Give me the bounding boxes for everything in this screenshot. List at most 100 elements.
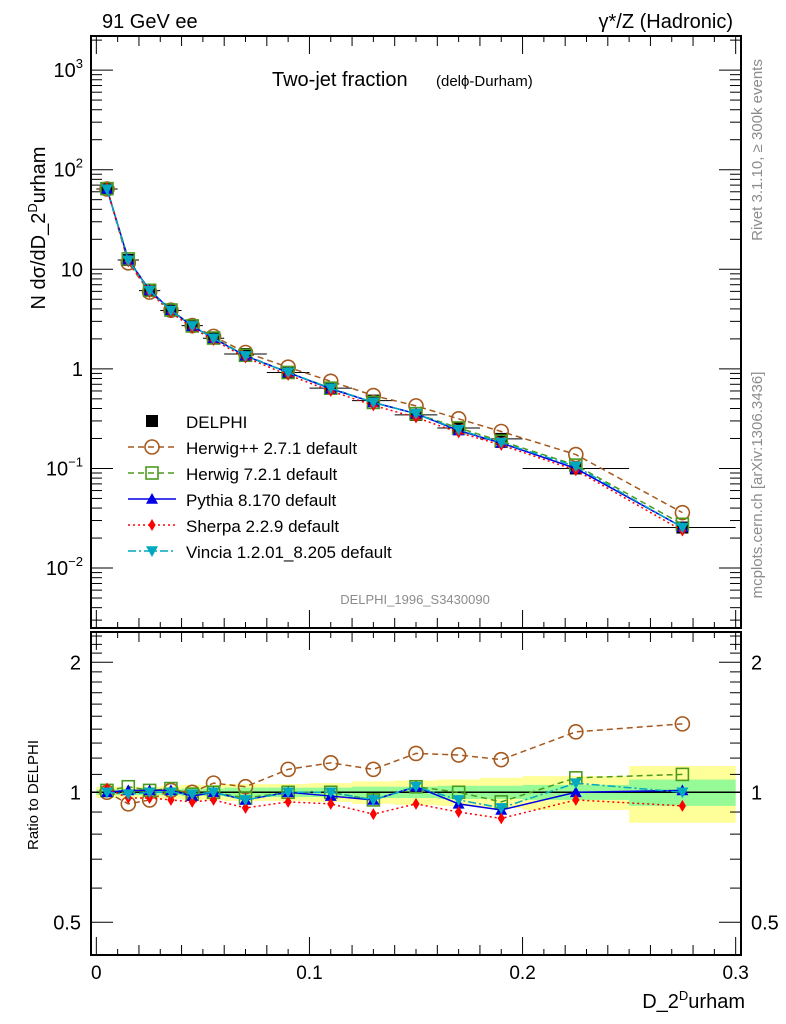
marker-triangle-down [164,787,177,799]
ratio-panel-series [99,716,691,825]
marker-diamond [327,797,335,810]
rivet-label: Rivet 3.1.10, ≥ 300k events [749,59,766,241]
marker-triangle-down [143,285,156,297]
legend-label: DELPHI [186,413,247,432]
axes: 0 0.1 0.2 0.3 10−2 10−1 1 10 102 103 0.5 0.5 1 1 2 2 [46,35,779,984]
marker-triangle-down [452,424,465,436]
marker-triangle-down [100,184,113,196]
y-tick-label: 1 [72,359,83,381]
ratio-series-vincia-1-2-01-8-205-default [100,778,689,814]
marker-open-circle [568,446,584,463]
plot-title-sub: (delϕ-Durham) [436,73,533,90]
marker-open-circle [365,761,382,778]
marker-diamond [148,519,156,531]
marker-triangle-down [367,795,380,806]
x-tick-label: 0.2 [509,963,535,984]
marker-open-circle [493,751,510,768]
y-axis-label-ratio: Ratio to DELPHI [25,740,42,850]
analysis-watermark: DELPHI_1996_S3430090 [340,592,490,607]
xlabel-part2: urham [688,991,745,1013]
marker-triangle-down [676,522,689,534]
marker-triangle-down [282,367,295,379]
y-tick-label: 10 [61,259,83,281]
ratio-y-tick-label: 2 [70,652,81,674]
marker-diamond [572,793,580,806]
ylabel-part1: N dσ/dD_2 [28,213,50,310]
marker-triangle-down [367,397,380,409]
legend-label: Vincia 1.2.01_8.205 default [186,543,392,562]
marker-diamond [455,806,463,819]
svg-text:N dσ/dD_2Durham: N dσ/dD_2Durham [25,147,50,310]
main-panel-series [96,181,736,537]
marker-triangle-down [239,351,252,362]
marker-triangle-down [282,787,295,799]
marker-open-circle [144,439,160,455]
marker-triangle-up [146,493,158,504]
marker-triangle-down [186,789,199,801]
marker-triangle-up [569,786,582,798]
marker-diamond [209,793,218,806]
marker-open-circle [408,745,424,762]
marker-open-square [675,767,690,782]
header-left: 91 GeV ee [102,11,198,33]
marker-triangle-down [122,789,135,801]
marker-triangle-down [324,787,337,799]
marker-triangle-down [143,787,156,799]
marker-triangle-down [164,305,177,317]
marker-open-circle [237,778,254,795]
xlabel-sup: D [679,988,688,1003]
marker-diamond [412,797,420,810]
marker-triangle-down [324,383,337,395]
legend: DELPHI Herwig++ 2.7.1 default Herwig 7.2.1… [128,413,392,562]
marker-open-circle [450,747,467,763]
y-axis-label-main: N dσ/dD_2Durham [25,147,50,310]
marker-triangle-down [452,795,465,806]
marker-open-square [145,466,159,480]
marker-triangle-down [569,461,582,473]
x-axis-label: D_2Durham [642,988,745,1013]
marker-triangle-down [207,333,220,345]
legend-label: Sherpa 2.2.9 default [186,517,339,536]
legend-label: Herwig 7.2.1 default [186,465,337,484]
ylabel-sup: D [25,203,40,212]
marker-triangle-down [495,803,508,814]
marker-open-circle [568,724,584,740]
marker-triangle-down [239,795,252,806]
legend-entry: Pythia 8.170 default [128,491,337,510]
marker-triangle-down [410,781,422,793]
mcplots-label: mcplots.cern.ch [arXiv:1306.3436] [749,372,766,599]
marker-open-circle [674,716,691,732]
svg-text:D_2Durham: D_2Durham [642,988,745,1013]
marker-diamond [188,795,196,808]
legend-entry: Herwig 7.2.1 default [128,465,337,484]
series-vincia-1-2-01-8-205-default [100,184,689,534]
header-right: γ*/Z (Hadronic) [599,11,733,33]
plot-title: Two-jet fraction (delϕ-Durham) [272,69,533,91]
marker-square [146,415,158,427]
marker-diamond [167,793,175,806]
marker-triangle-down [207,787,220,799]
x-tick-label: 0.1 [296,963,322,984]
marker-triangle-down [186,321,199,332]
marker-diamond [369,808,377,821]
marker-triangle-down [495,437,508,449]
y-tick-label: 10−1 [46,454,83,480]
marker-diamond [284,795,292,808]
x-tick-label: 0 [91,963,102,984]
x-tick-label: 0.3 [722,963,748,984]
ratio-y-tick-label-right: 2 [751,652,762,674]
ylabel-part2: urham [28,147,50,204]
marker-diamond [241,801,250,814]
marker-open-circle [322,755,339,771]
y-tick-label: 10−2 [46,554,83,580]
marker-triangle-down [410,408,422,420]
legend-label: Pythia 8.170 default [186,491,337,510]
marker-open-circle [674,504,691,521]
marker-triangle-down [569,778,582,790]
marker-triangle-down [122,255,135,267]
legend-entry: Sherpa 2.2.9 default [128,517,339,536]
marker-triangle-down [146,546,158,557]
marker-triangle-down [676,787,689,799]
marker-open-circle [280,761,296,778]
